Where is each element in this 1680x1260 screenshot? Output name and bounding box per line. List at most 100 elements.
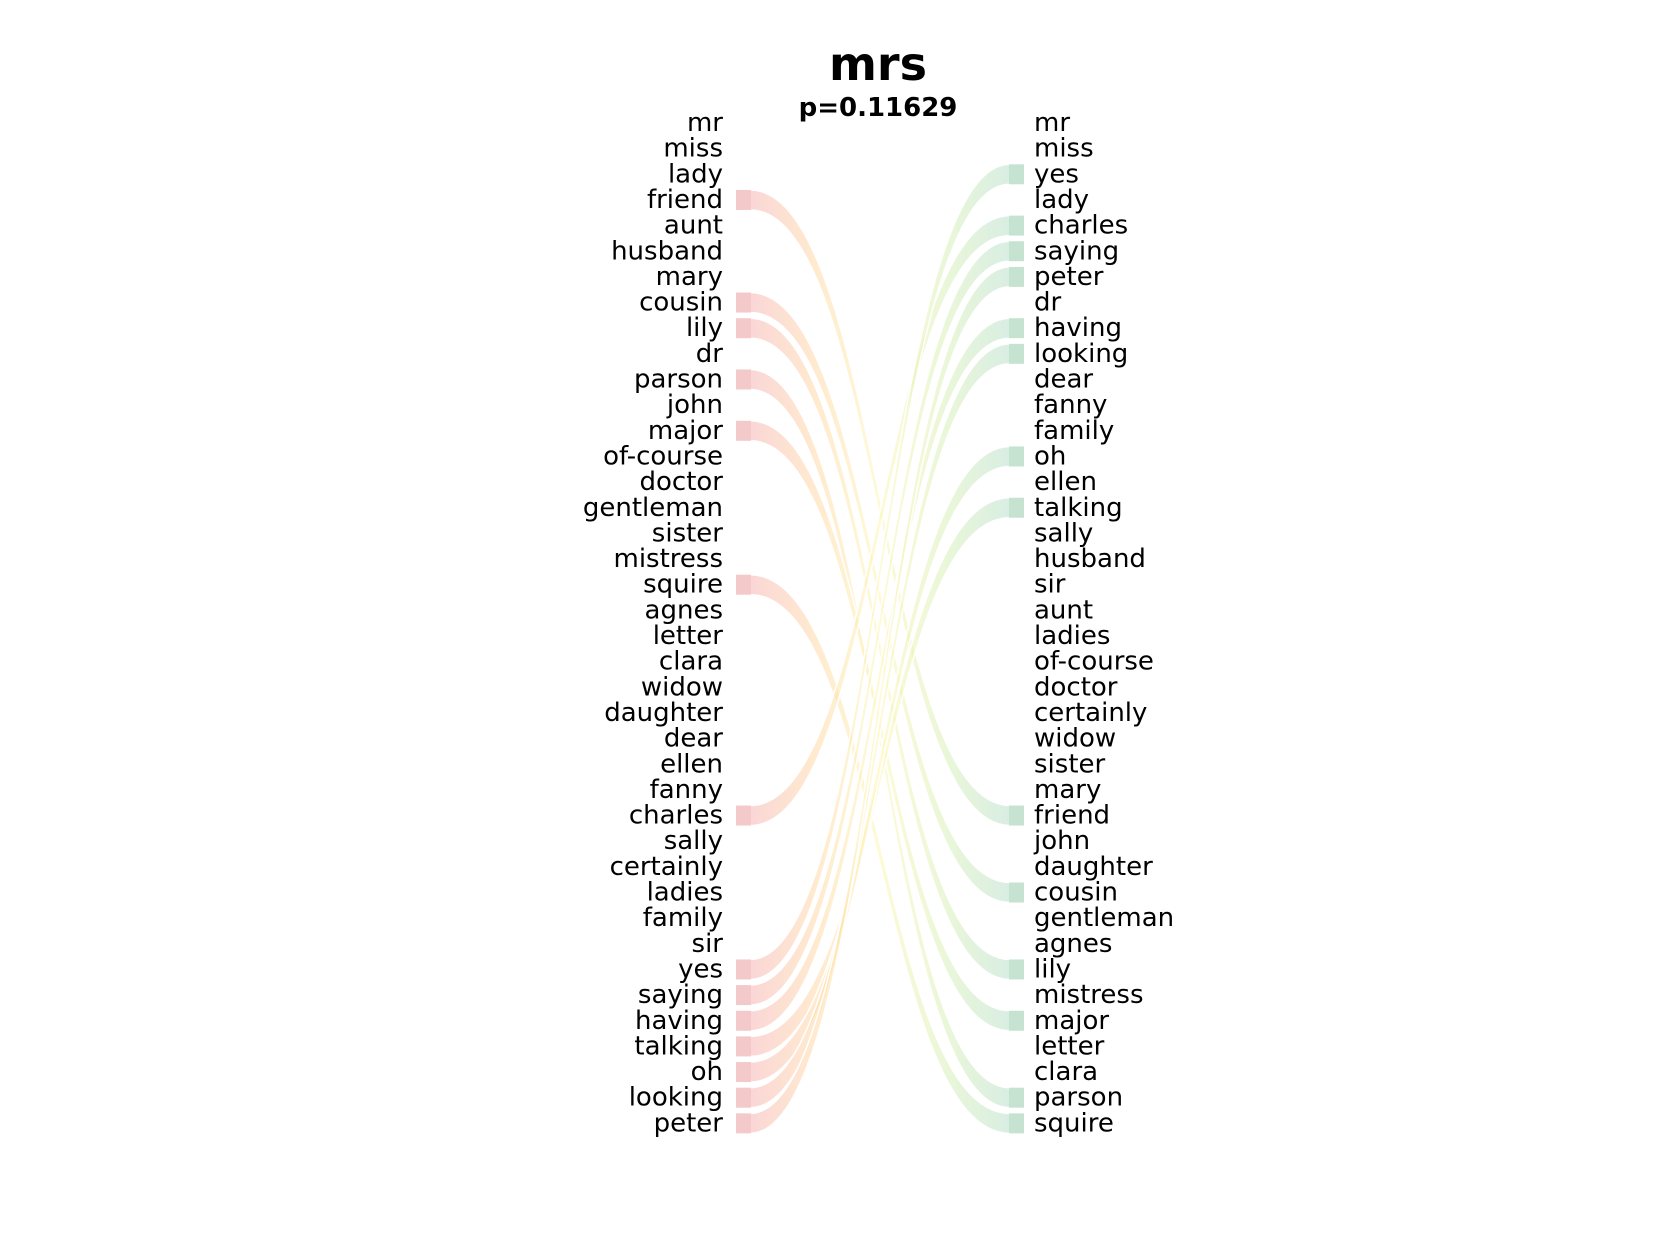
- left-word-label: john: [666, 390, 723, 420]
- right-word-label: mr: [1034, 108, 1070, 138]
- right-word-label: dear: [1034, 365, 1093, 395]
- right-word-column: mrmissyesladycharlessayingpeterdrhavingl…: [1033, 108, 1174, 1138]
- right-word-label: peter: [1034, 262, 1104, 292]
- left-tab-major: [736, 420, 751, 441]
- right-tab-saying: [1009, 241, 1024, 262]
- left-word-label: sir: [692, 929, 724, 959]
- right-word-label: husband: [1034, 544, 1146, 574]
- right-tab-parson: [1009, 1087, 1024, 1108]
- right-word-label: doctor: [1034, 672, 1118, 702]
- right-tab-having: [1009, 318, 1024, 339]
- left-word-label: lady: [668, 159, 723, 189]
- left-word-label: miss: [663, 134, 723, 164]
- right-word-label: family: [1034, 416, 1114, 446]
- right-word-label: major: [1034, 1006, 1109, 1036]
- right-word-label: parson: [1034, 1083, 1123, 1113]
- left-word-label: mistress: [614, 544, 724, 574]
- right-word-label: clara: [1034, 1057, 1098, 1087]
- right-word-label: certainly: [1034, 698, 1147, 728]
- right-word-label: sally: [1034, 518, 1093, 548]
- right-tab-lily: [1009, 959, 1024, 980]
- right-word-label: squire: [1034, 1108, 1114, 1138]
- left-tab-yes: [736, 959, 751, 980]
- right-tab-looking: [1009, 343, 1024, 364]
- left-word-label: of-course: [603, 441, 723, 471]
- left-word-label: squire: [643, 570, 723, 600]
- left-word-label: family: [643, 903, 723, 933]
- left-word-label: saying: [638, 980, 723, 1010]
- right-tab-charles: [1009, 215, 1024, 236]
- left-tab-looking: [736, 1087, 751, 1108]
- right-tab-cousin: [1009, 882, 1024, 903]
- right-tab-oh: [1009, 446, 1024, 467]
- right-word-label: gentleman: [1034, 903, 1174, 933]
- left-tab-oh: [736, 1062, 751, 1083]
- right-word-label: looking: [1034, 339, 1128, 369]
- right-word-label: charles: [1034, 211, 1128, 241]
- left-word-label: charles: [629, 801, 723, 831]
- left-tab-saying: [736, 985, 751, 1006]
- left-word-label: husband: [611, 236, 723, 266]
- left-word-label: looking: [629, 1083, 723, 1113]
- left-tab-parson: [736, 369, 751, 390]
- chart-subtitle: p=0.11629: [799, 93, 958, 123]
- left-tab-lily: [736, 318, 751, 339]
- left-word-label: ladies: [647, 878, 723, 908]
- right-word-label: mary: [1034, 775, 1101, 805]
- right-word-label: dr: [1034, 288, 1062, 318]
- left-word-label: mr: [687, 108, 723, 138]
- right-tab-talking: [1009, 497, 1024, 518]
- left-word-label: friend: [647, 185, 723, 215]
- right-tab-yes: [1009, 164, 1024, 185]
- right-word-label: friend: [1034, 801, 1110, 831]
- right-word-label: lily: [1034, 954, 1071, 984]
- left-word-label: aunt: [664, 211, 723, 241]
- right-word-label: mistress: [1034, 980, 1144, 1010]
- rank-tabs: [736, 164, 1024, 1134]
- left-word-label: major: [648, 416, 723, 446]
- left-word-label: having: [635, 1006, 723, 1036]
- left-word-label: letter: [653, 621, 724, 651]
- left-tab-friend: [736, 189, 751, 210]
- left-word-column: mrmissladyfriendaunthusbandmarycousinlil…: [583, 108, 723, 1138]
- left-word-label: parson: [634, 365, 723, 395]
- left-word-label: doctor: [640, 467, 724, 497]
- left-word-label: dear: [664, 724, 723, 754]
- right-word-label: miss: [1034, 134, 1094, 164]
- left-word-label: cousin: [639, 288, 723, 318]
- right-word-label: letter: [1034, 1031, 1105, 1061]
- right-word-label: sir: [1034, 570, 1066, 600]
- right-word-label: lady: [1034, 185, 1089, 215]
- right-tab-major: [1009, 1010, 1024, 1031]
- right-word-label: john: [1033, 826, 1090, 856]
- connection-ribbons: [749, 163, 1011, 1135]
- left-word-label: sally: [664, 826, 723, 856]
- left-tab-talking: [736, 1036, 751, 1057]
- right-word-label: agnes: [1034, 929, 1112, 959]
- right-word-label: fanny: [1034, 390, 1107, 420]
- left-word-label: talking: [634, 1031, 723, 1061]
- left-word-label: sister: [652, 518, 724, 548]
- left-word-label: gentleman: [583, 493, 723, 523]
- left-tab-squire: [736, 574, 751, 595]
- right-word-label: of-course: [1034, 647, 1154, 677]
- right-tab-peter: [1009, 266, 1024, 287]
- left-word-label: agnes: [645, 595, 723, 625]
- left-tab-peter: [736, 1113, 751, 1134]
- right-word-label: sister: [1034, 749, 1106, 779]
- left-word-label: lily: [686, 313, 723, 343]
- left-tab-having: [736, 1010, 751, 1031]
- right-tab-friend: [1009, 805, 1024, 826]
- left-word-label: yes: [678, 954, 723, 984]
- left-word-label: clara: [659, 647, 723, 677]
- left-word-label: dr: [696, 339, 724, 369]
- left-tab-cousin: [736, 292, 751, 313]
- right-word-label: ellen: [1034, 467, 1097, 497]
- right-word-label: saying: [1034, 236, 1119, 266]
- ribbon-having: [749, 317, 1011, 1032]
- left-word-label: ellen: [660, 749, 723, 779]
- left-word-label: mary: [656, 262, 723, 292]
- left-word-label: fanny: [650, 775, 723, 805]
- right-word-label: aunt: [1034, 595, 1093, 625]
